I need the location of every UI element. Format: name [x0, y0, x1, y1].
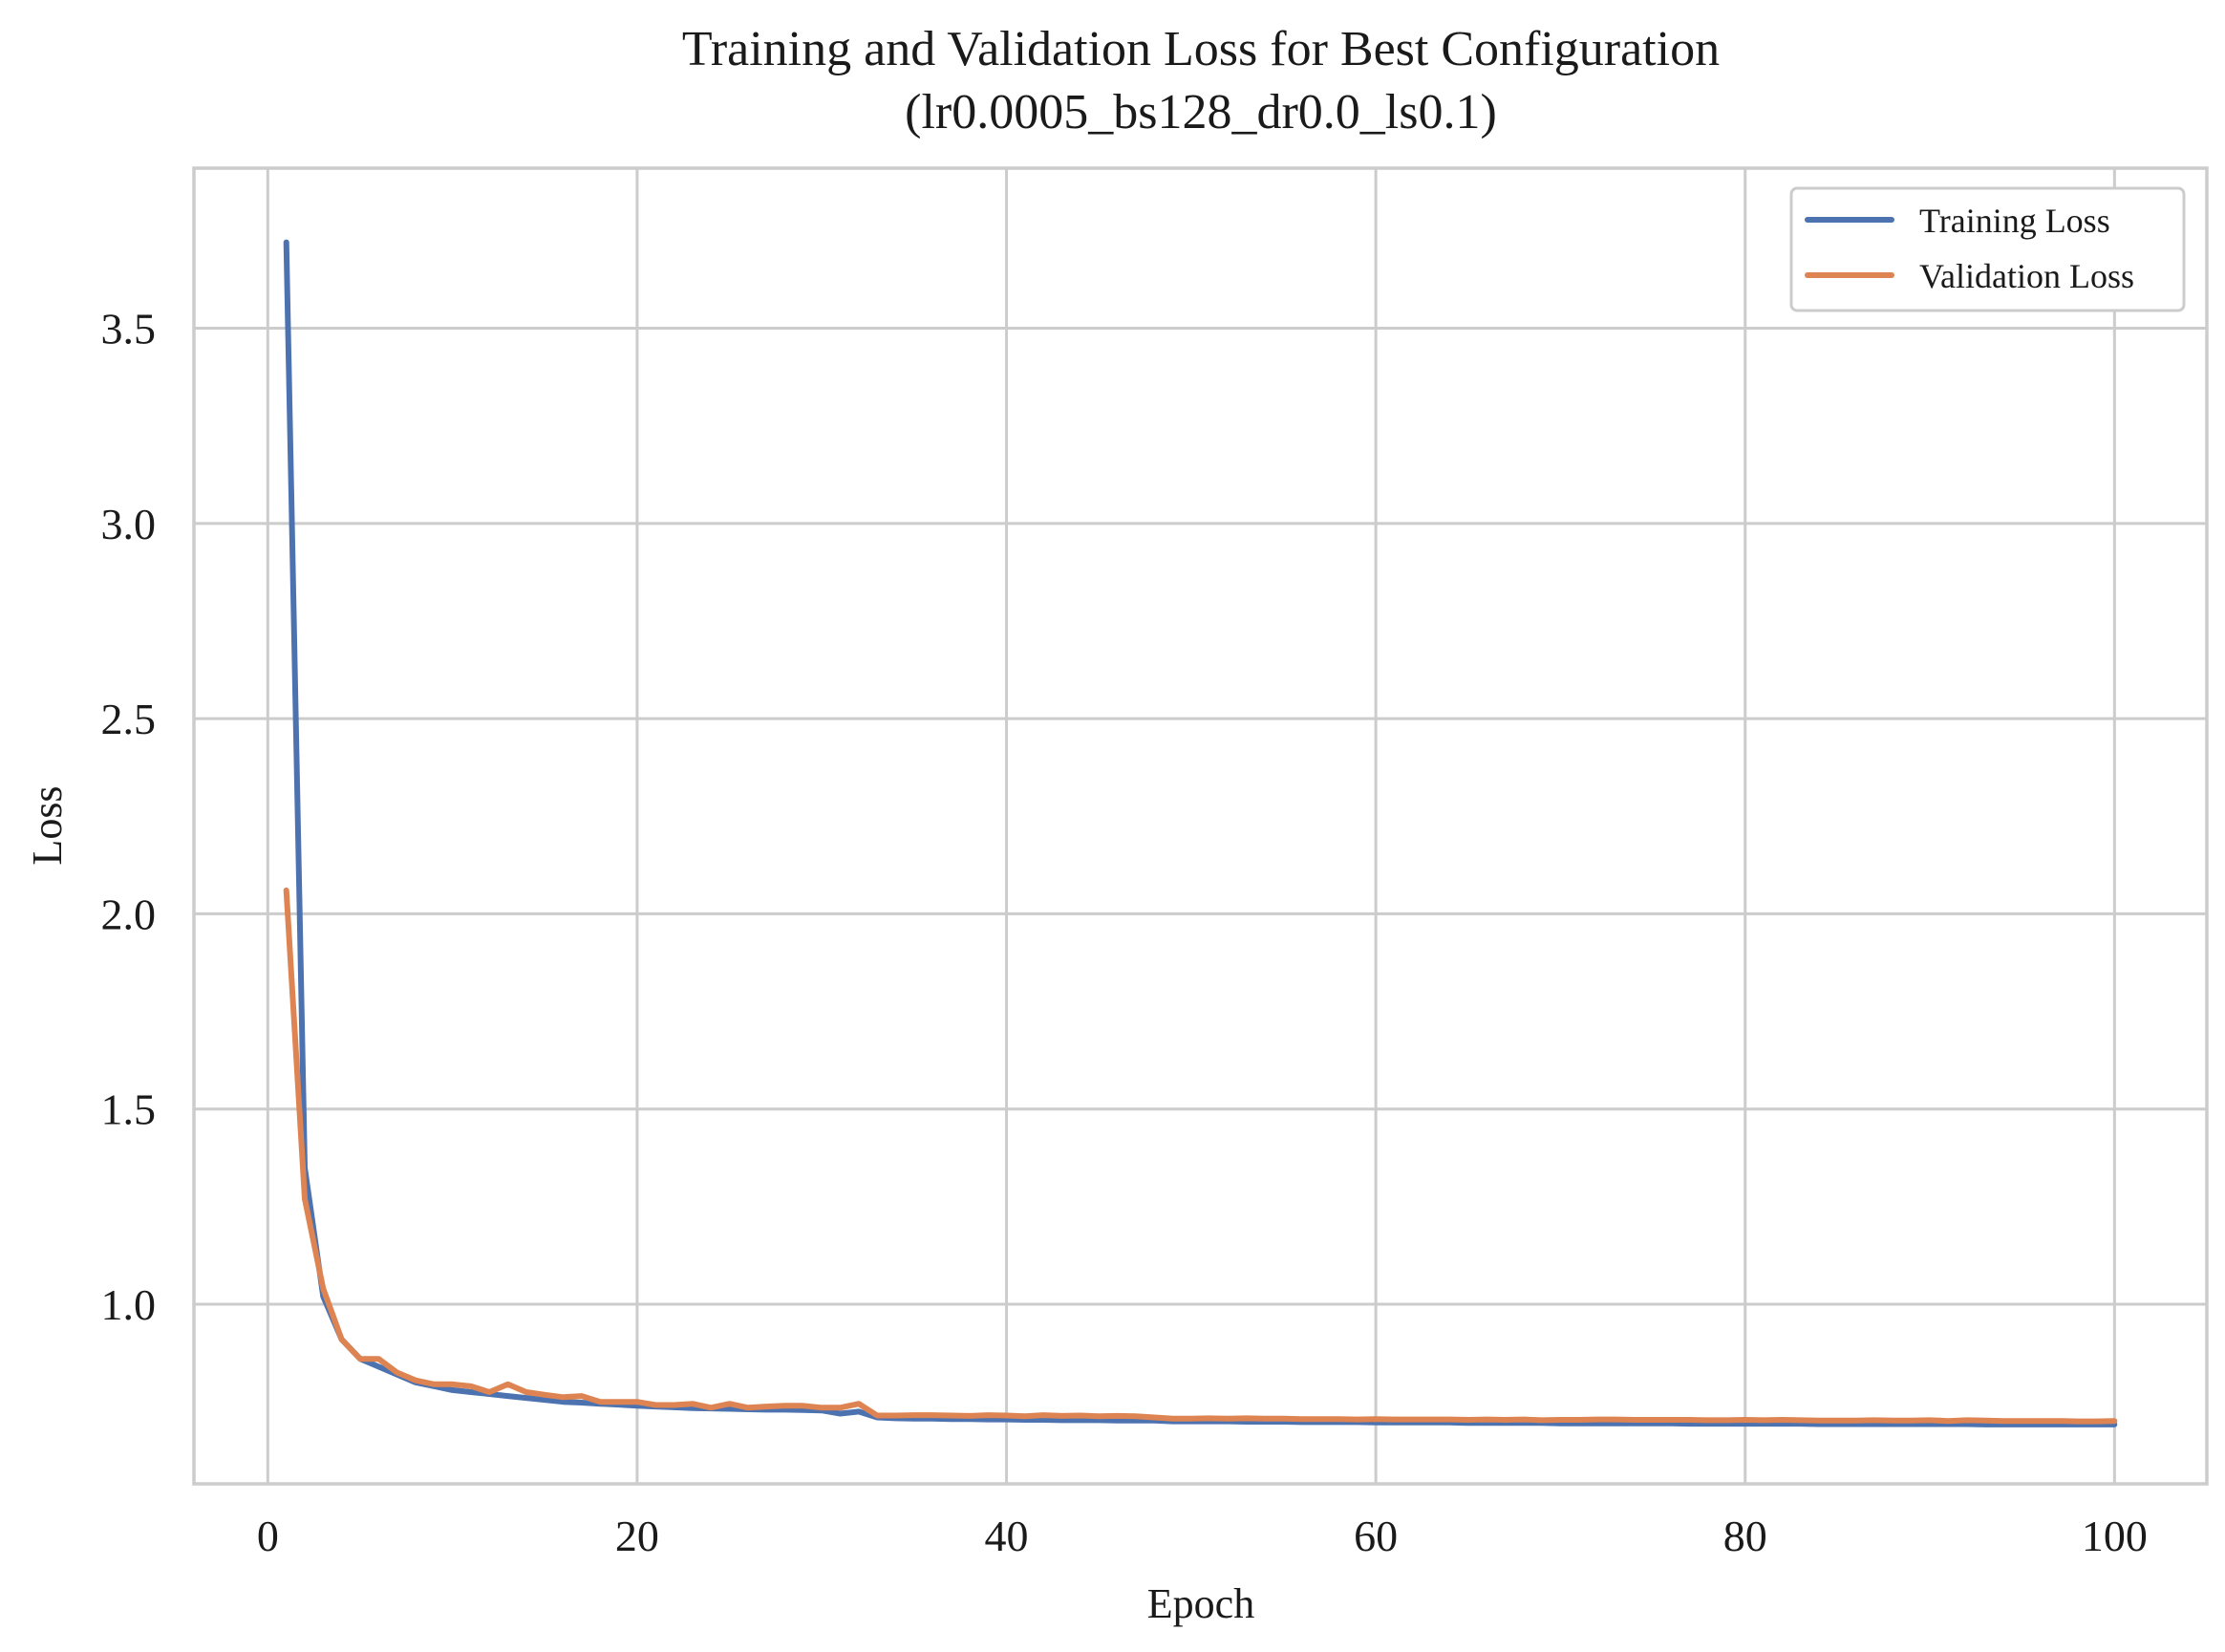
plot-area-frame [192, 166, 2209, 1486]
x-tick-label: 20 [615, 1512, 659, 1560]
legend-label-training-loss: Training Loss [1919, 202, 2110, 240]
x-tick-label: 40 [985, 1512, 1029, 1560]
y-tick-label: 2.0 [101, 890, 157, 938]
chart-title-line-1: Training and Validation Loss for Best Co… [682, 22, 1720, 76]
x-tick-label: 100 [2082, 1512, 2148, 1560]
x-tick-label: 80 [1723, 1512, 1767, 1560]
y-axis-label: Loss [24, 785, 71, 865]
y-tick-label: 3.0 [101, 500, 157, 548]
series-line-validation-loss [283, 887, 2118, 1425]
x-axis-label: Epoch [1147, 1580, 1254, 1627]
legend-label-validation-loss: Validation Loss [1919, 257, 2134, 295]
y-tick-label: 1.0 [101, 1280, 157, 1329]
legend: Training Loss Validation Loss [1789, 186, 2186, 312]
x-axis-ticks: 0 20 40 60 80 100 [257, 1512, 2148, 1560]
chart-title-line-2: (lr0.0005_bs128_dr0.0_ls0.1) [905, 85, 1497, 139]
y-tick-label: 3.5 [101, 305, 157, 354]
grid-lines [194, 168, 2207, 1484]
y-tick-label: 2.5 [101, 695, 157, 743]
series-lines [283, 239, 2118, 1427]
x-tick-label: 0 [257, 1512, 279, 1560]
x-tick-label: 60 [1354, 1512, 1398, 1560]
y-axis-ticks: 1.0 1.5 2.0 2.5 3.0 3.5 [101, 305, 157, 1330]
y-tick-label: 1.5 [101, 1085, 157, 1134]
